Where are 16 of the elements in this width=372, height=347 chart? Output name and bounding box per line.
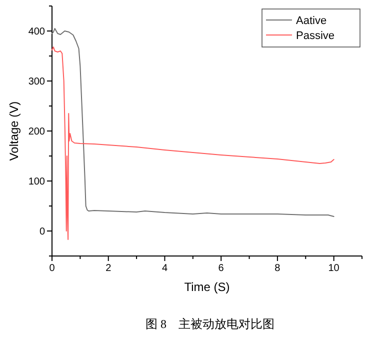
x-tick-label: 6 [218,263,224,274]
y-tick-label: 400 [28,26,46,38]
x-axis-title: Time (S) [184,280,230,294]
x-tick-label: 8 [274,263,281,274]
x-tick-label: 10 [328,263,340,274]
x-tick-label: 4 [162,263,168,274]
text: 图 8 主被动放电对比图 [146,317,274,331]
x-tick-label: 2 [106,263,112,274]
legend-label: Passive [296,30,335,42]
y-tick-label: 200 [28,126,46,138]
y-tick-label: 0 [39,226,46,238]
legend-label: Aative [296,15,327,27]
y-axis-title: Voltage (V) [7,101,21,161]
x-tick-label: 0 [49,263,56,274]
y-tick-label: 100 [28,176,46,188]
y-tick-label: 300 [28,76,46,88]
